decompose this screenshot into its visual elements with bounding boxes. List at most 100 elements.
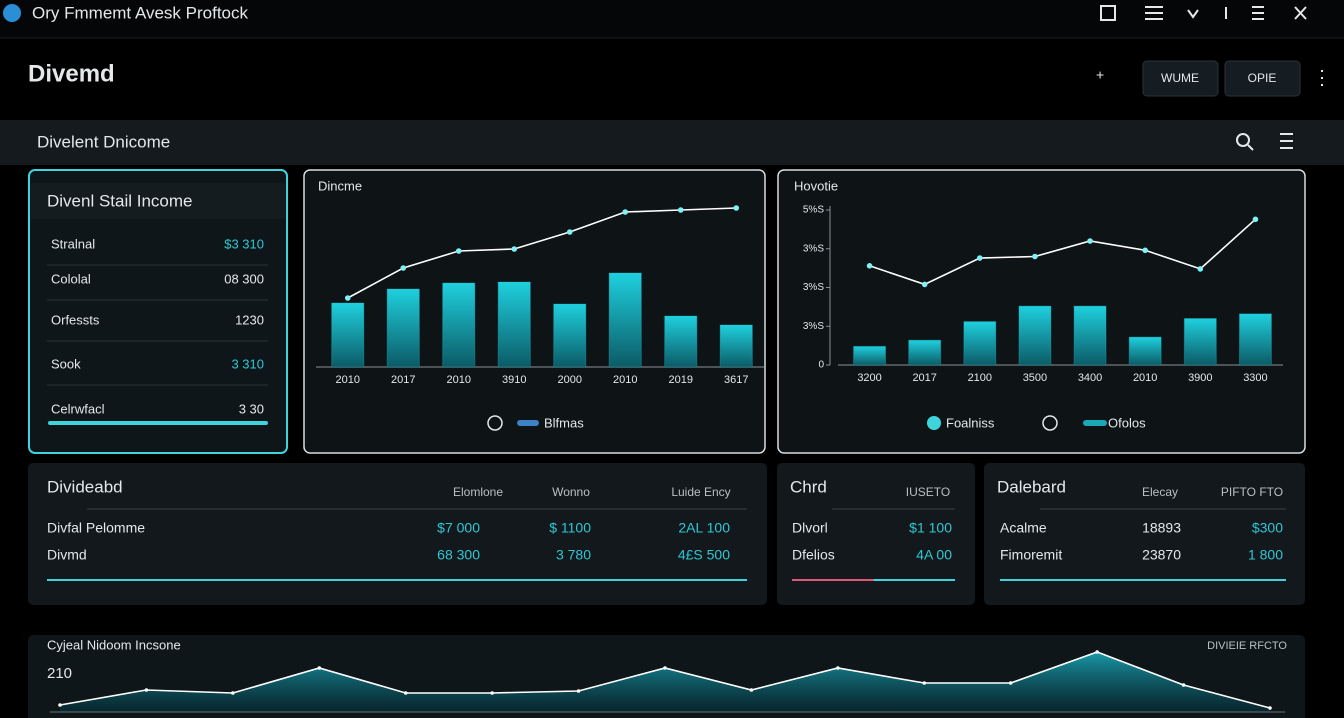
- row-label: Orfessts: [51, 312, 100, 327]
- x-tick-label: 2100: [968, 372, 992, 384]
- line-point: [400, 265, 407, 271]
- row-label: Fimoremit: [1000, 547, 1062, 563]
- area-point: [490, 691, 494, 695]
- bar: [386, 288, 420, 368]
- table-title: Chrd: [790, 477, 827, 496]
- bar: [1238, 313, 1272, 366]
- y-tick-label: 3%S: [803, 243, 824, 254]
- icon-menu[interactable]: [1280, 133, 1293, 149]
- y-tick-label: 0: [818, 360, 824, 371]
- area-point: [663, 666, 667, 670]
- line-point: [344, 295, 351, 301]
- chart-title: Dincme: [318, 178, 362, 193]
- area-point: [1008, 681, 1013, 685]
- cell-value: $7 000: [437, 520, 480, 536]
- toolbar: [0, 120, 1344, 165]
- table-panel: [984, 463, 1305, 605]
- legend-symbol: [1042, 415, 1058, 431]
- column-header: Elomlone: [453, 485, 503, 499]
- y-tick-label: 3%S: [803, 282, 824, 293]
- button[interactable]: [1142, 60, 1219, 97]
- button-label[interactable]: WUME: [1161, 71, 1199, 85]
- row-label: Stralnal: [51, 236, 95, 251]
- icon-close[interactable]: [1294, 6, 1307, 20]
- window-icons: [1100, 5, 1307, 21]
- x-tick-label: 2010: [1133, 372, 1157, 384]
- x-tick-label: 3400: [1078, 372, 1102, 384]
- cell-value: 23870: [1142, 547, 1181, 563]
- x-tick-label: 3500: [1023, 372, 1047, 384]
- line-point: [1142, 247, 1148, 254]
- area: [60, 652, 1270, 712]
- button[interactable]: [1224, 60, 1301, 97]
- button-label[interactable]: OPIE: [1248, 71, 1277, 85]
- legend-swatch: [1083, 420, 1107, 426]
- x-tick-label: 2017: [912, 372, 936, 384]
- area-point: [836, 666, 840, 670]
- bar: [553, 303, 587, 368]
- bar: [608, 272, 642, 368]
- x-tick-label: 2019: [669, 374, 693, 386]
- x-tick-label: 2010: [447, 374, 471, 386]
- bar: [331, 302, 365, 368]
- line-point: [921, 281, 928, 288]
- row-label: Divfal Pelomme: [47, 520, 145, 536]
- y-tick-label: 5%S: [803, 205, 824, 216]
- area-point: [576, 689, 581, 693]
- line-point: [977, 255, 983, 261]
- row-label: Divmd: [47, 547, 87, 563]
- area-point: [403, 691, 408, 695]
- cell-value: 1 800: [1248, 547, 1283, 563]
- table-title: Divideabd: [47, 477, 123, 496]
- legend-label: Ofolos: [1108, 415, 1146, 430]
- cell-value: 4£S 500: [678, 547, 730, 563]
- chart-label: 210: [47, 665, 72, 682]
- x-tick-label: 2010: [336, 374, 360, 386]
- bar: [963, 321, 997, 366]
- table-title: Dalebard: [997, 477, 1066, 496]
- icon-menu[interactable]: [1145, 6, 1163, 20]
- cell-value: $ 1100: [549, 520, 591, 536]
- cell-value: 18893: [1142, 520, 1181, 536]
- summary-card: [28, 169, 288, 454]
- line-point: [511, 246, 518, 252]
- icon-window[interactable]: [1100, 5, 1116, 21]
- row-label: Cololal: [51, 271, 91, 286]
- legend-symbol: [487, 415, 503, 431]
- area-point: [144, 688, 149, 692]
- icon-search-handle: [1247, 144, 1254, 151]
- icon-search[interactable]: [1236, 133, 1250, 147]
- line: [347, 207, 737, 299]
- area-point: [231, 691, 235, 695]
- bar: [664, 315, 698, 368]
- toolbar-title: Divelent Dnicome: [37, 132, 170, 151]
- chart-note: DIVIEIE RFCTO: [1207, 640, 1287, 652]
- progress-bar: [48, 421, 268, 425]
- area-point: [922, 681, 927, 685]
- column-header: Elecay: [1142, 485, 1178, 499]
- y-tick-label: 3%S: [803, 321, 824, 332]
- line: [869, 218, 1256, 286]
- chart-title: Hovotie: [794, 178, 838, 193]
- area-point: [1095, 650, 1099, 654]
- chart-title: Cyjeal Nidoom Incsone: [47, 637, 181, 652]
- row-value: $3 310: [224, 236, 264, 251]
- row-value: 08 300: [224, 271, 264, 286]
- row-value: 3 30: [239, 401, 264, 416]
- column-header: Wonno: [552, 485, 590, 499]
- x-tick-label: 3617: [724, 374, 748, 386]
- icon-add[interactable]: +: [1096, 67, 1104, 83]
- x-tick-label: 3300: [1243, 372, 1267, 384]
- cell-value: $300: [1252, 520, 1283, 536]
- line-point: [733, 205, 740, 211]
- bar: [1183, 318, 1217, 366]
- x-tick-label: 3900: [1188, 372, 1212, 384]
- column-header: Luide Ency: [671, 485, 730, 499]
- bar: [719, 324, 753, 368]
- line-point: [455, 248, 462, 254]
- icon-list[interactable]: [1252, 6, 1264, 20]
- icon-chevron[interactable]: [1187, 9, 1199, 19]
- legend-label: Foalniss: [946, 415, 995, 430]
- row-value: 3 310: [231, 356, 264, 371]
